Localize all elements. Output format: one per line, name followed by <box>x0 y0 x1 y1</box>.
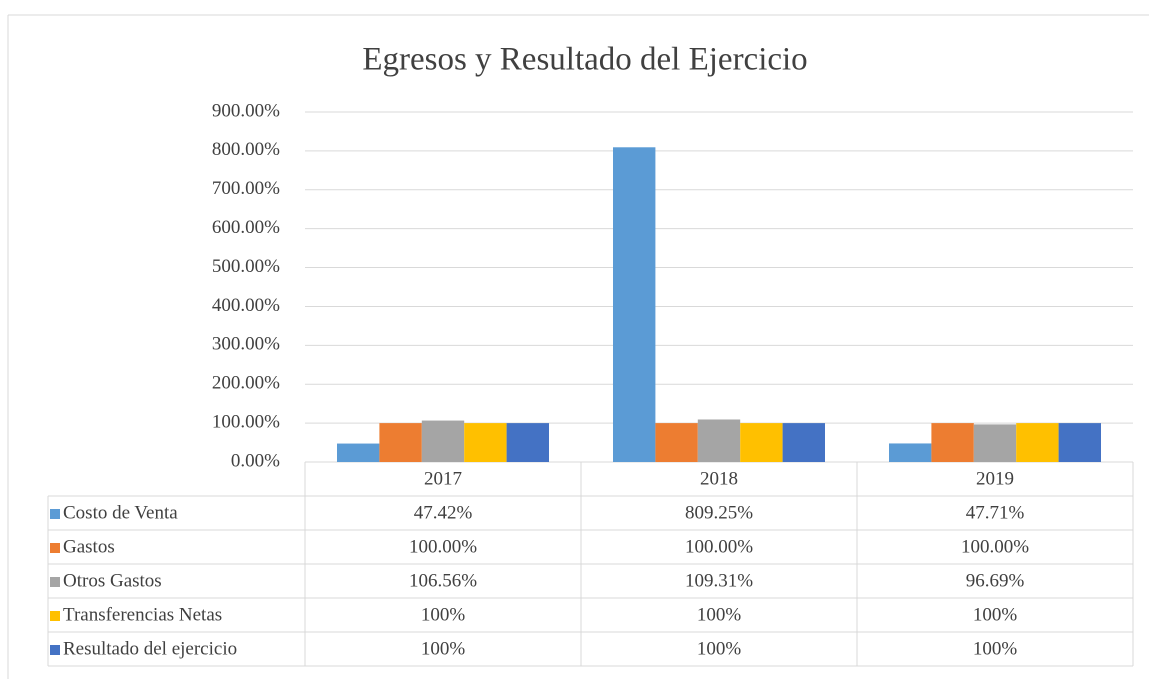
data-label: 47.71% <box>966 502 1025 523</box>
bar <box>379 423 422 462</box>
chart-title: Egresos y Resultado del Ejercicio <box>362 42 807 78</box>
y-tick-label: 400.00% <box>212 295 280 316</box>
data-label: 100% <box>421 638 466 659</box>
data-label: 100% <box>973 638 1018 659</box>
bar <box>655 423 698 462</box>
y-tick-label: 200.00% <box>212 373 280 394</box>
legend-label: Transferencias Netas <box>63 604 222 625</box>
bar <box>613 147 656 462</box>
data-label: 100% <box>973 604 1018 625</box>
bar <box>506 423 549 462</box>
bar <box>740 423 783 462</box>
bar <box>697 419 741 462</box>
bar <box>464 423 507 462</box>
x-tick-label: 2018 <box>700 468 738 489</box>
y-tick-label: 600.00% <box>212 217 280 238</box>
data-label: 100.00% <box>409 536 477 557</box>
legend-swatch <box>50 645 60 655</box>
data-label: 100.00% <box>685 536 753 557</box>
bar <box>421 420 465 462</box>
legend-label: Resultado del ejercicio <box>63 638 237 659</box>
legend-label: Otros Gastos <box>63 570 162 591</box>
data-label: 47.42% <box>414 502 473 523</box>
y-tick-label: 900.00% <box>212 100 280 121</box>
legend-label: Costo de Venta <box>63 502 178 523</box>
bar <box>973 424 1017 462</box>
data-label: 106.56% <box>409 570 477 591</box>
legend-swatch <box>50 543 60 553</box>
x-tick-label: 2019 <box>976 468 1014 489</box>
legend-label: Gastos <box>63 536 115 557</box>
bar <box>889 443 932 462</box>
bar <box>337 443 380 462</box>
data-label: 100% <box>421 604 466 625</box>
y-tick-label: 100.00% <box>212 411 280 432</box>
y-tick-label: 700.00% <box>212 178 280 199</box>
y-tick-label: 800.00% <box>212 139 280 160</box>
data-label: 100% <box>697 604 742 625</box>
data-label: 100.00% <box>961 536 1029 557</box>
bar <box>1016 423 1059 462</box>
legend-swatch <box>50 577 60 587</box>
y-tick-label: 300.00% <box>212 334 280 355</box>
data-label: 809.25% <box>685 502 753 523</box>
bar <box>782 423 825 462</box>
data-label: 100% <box>697 638 742 659</box>
data-label: 109.31% <box>685 570 753 591</box>
y-tick-label: 500.00% <box>212 256 280 277</box>
data-label: 96.69% <box>966 570 1025 591</box>
x-tick-label: 2017 <box>424 468 462 489</box>
bar <box>1058 423 1101 462</box>
legend-swatch <box>50 611 60 621</box>
bar <box>931 423 974 462</box>
y-tick-label: 0.00% <box>231 450 280 471</box>
legend-swatch <box>50 509 60 519</box>
